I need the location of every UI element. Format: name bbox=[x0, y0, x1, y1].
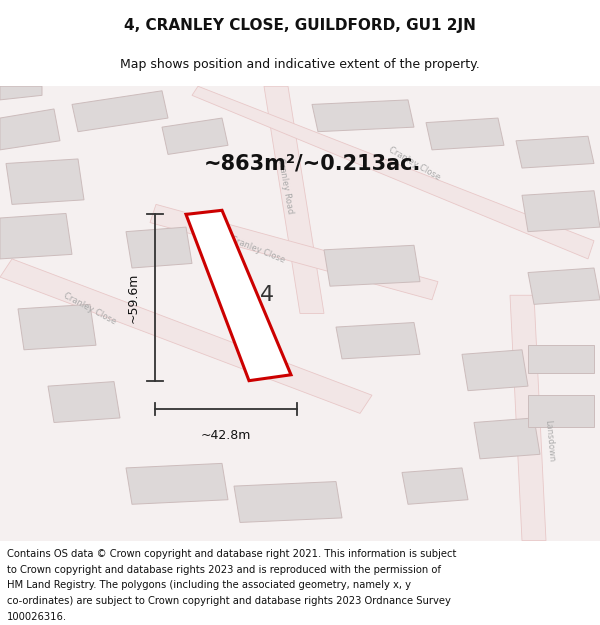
Polygon shape bbox=[528, 268, 600, 304]
Text: Cranley Close: Cranley Close bbox=[386, 145, 442, 182]
Polygon shape bbox=[18, 304, 96, 350]
Polygon shape bbox=[192, 86, 594, 259]
Polygon shape bbox=[234, 481, 342, 522]
Text: Cranley Close: Cranley Close bbox=[229, 235, 287, 265]
Text: HM Land Registry. The polygons (including the associated geometry, namely x, y: HM Land Registry. The polygons (includin… bbox=[7, 580, 411, 590]
Polygon shape bbox=[324, 245, 420, 286]
Text: co-ordinates) are subject to Crown copyright and database rights 2023 Ordnance S: co-ordinates) are subject to Crown copyr… bbox=[7, 596, 451, 606]
Polygon shape bbox=[264, 86, 324, 314]
Text: to Crown copyright and database rights 2023 and is reproduced with the permissio: to Crown copyright and database rights 2… bbox=[7, 564, 441, 574]
Text: Contains OS data © Crown copyright and database right 2021. This information is : Contains OS data © Crown copyright and d… bbox=[7, 549, 457, 559]
Polygon shape bbox=[0, 109, 60, 150]
Polygon shape bbox=[150, 204, 438, 300]
Polygon shape bbox=[6, 159, 84, 204]
Polygon shape bbox=[126, 463, 228, 504]
Text: ~42.8m: ~42.8m bbox=[201, 429, 251, 442]
Text: Map shows position and indicative extent of the property.: Map shows position and indicative extent… bbox=[120, 58, 480, 71]
Polygon shape bbox=[474, 418, 540, 459]
Text: 4, CRANLEY CLOSE, GUILDFORD, GU1 2JN: 4, CRANLEY CLOSE, GUILDFORD, GU1 2JN bbox=[124, 18, 476, 33]
Polygon shape bbox=[510, 295, 546, 541]
Polygon shape bbox=[528, 395, 594, 427]
Text: Lansdown: Lansdown bbox=[542, 419, 556, 462]
Polygon shape bbox=[312, 100, 414, 132]
Text: ~59.6m: ~59.6m bbox=[127, 272, 140, 322]
Polygon shape bbox=[0, 86, 42, 100]
Text: 4: 4 bbox=[260, 285, 274, 305]
Polygon shape bbox=[426, 118, 504, 150]
Polygon shape bbox=[336, 322, 420, 359]
Polygon shape bbox=[72, 91, 168, 132]
Polygon shape bbox=[516, 136, 594, 168]
Text: ~863m²/~0.213ac.: ~863m²/~0.213ac. bbox=[204, 154, 421, 174]
Text: 100026316.: 100026316. bbox=[7, 611, 67, 621]
Text: Cranley Road: Cranley Road bbox=[275, 158, 295, 215]
Text: Cranley Close: Cranley Close bbox=[62, 291, 118, 326]
Polygon shape bbox=[126, 227, 192, 268]
Polygon shape bbox=[528, 345, 594, 372]
Polygon shape bbox=[186, 210, 291, 381]
Polygon shape bbox=[402, 468, 468, 504]
Polygon shape bbox=[48, 382, 120, 423]
Polygon shape bbox=[0, 259, 372, 413]
Polygon shape bbox=[522, 191, 600, 232]
Polygon shape bbox=[162, 118, 228, 154]
Polygon shape bbox=[462, 350, 528, 391]
Polygon shape bbox=[0, 214, 72, 259]
